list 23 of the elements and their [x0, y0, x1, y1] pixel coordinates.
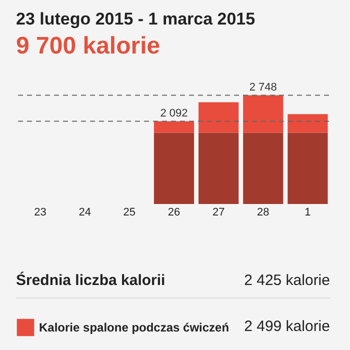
bar [243, 132, 284, 204]
x-tick-label: 25 [123, 206, 136, 218]
annotation: 2 092 [160, 107, 188, 120]
x-tick-label: 26 [168, 206, 180, 218]
bar [198, 102, 239, 133]
bar [243, 95, 284, 133]
legend-label: Kalorie spalone podczas ćwiczeń [39, 320, 230, 334]
bar [154, 132, 194, 204]
bar [288, 132, 328, 204]
text: 2 425 kalorie [244, 272, 330, 289]
annotation: 2 748 [249, 81, 277, 94]
bar [154, 121, 194, 133]
text: Średnia liczba kalorii [16, 271, 166, 289]
text: 2 499 kalorie [244, 318, 330, 335]
x-tick-label: 1 [304, 206, 311, 218]
x-tick-label: 23 [34, 206, 46, 218]
x-tick-label: 27 [212, 206, 225, 218]
x-tick-label: 24 [78, 206, 91, 218]
chart-title: 23 lutego 2015 - 1 marca 2015 [16, 9, 256, 28]
bar [288, 114, 328, 133]
chart-subtitle: 9 700 kalorie [16, 32, 160, 60]
x-tick-label: 28 [257, 206, 270, 218]
bar [198, 132, 239, 204]
